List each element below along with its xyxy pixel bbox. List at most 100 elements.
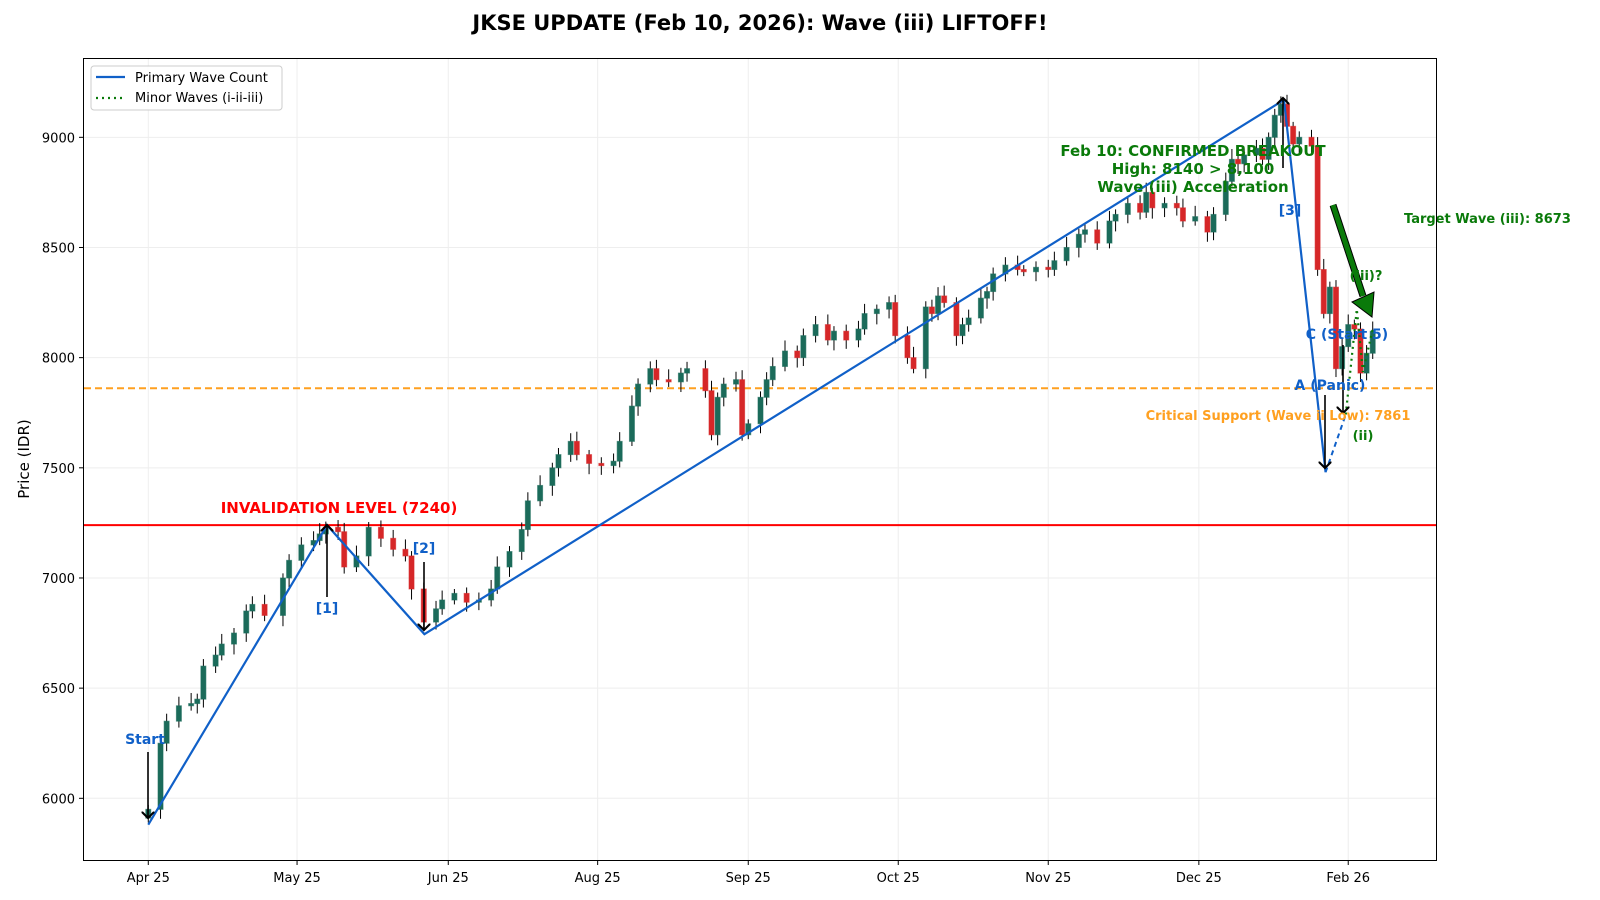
candle-body — [1228, 158, 1235, 182]
candle-body — [812, 324, 819, 337]
candle-body — [763, 379, 770, 398]
candle-body — [1045, 266, 1052, 271]
candle-body — [965, 317, 972, 326]
candle-body — [1081, 229, 1088, 235]
candle-body — [573, 440, 580, 456]
candle-body — [800, 335, 807, 359]
candle-body — [677, 372, 684, 383]
x-tick-label: Sep 25 — [726, 871, 771, 886]
candle-body — [537, 484, 544, 502]
y-tick-label: 8000 — [42, 352, 75, 367]
candle-body — [714, 396, 721, 436]
candle-body — [1357, 328, 1364, 374]
candle-body — [873, 308, 880, 315]
candle-body — [1173, 202, 1180, 209]
candle-body — [843, 330, 850, 341]
candle-body — [408, 555, 415, 590]
candle-body — [1222, 180, 1229, 215]
legend: Primary Wave Count Minor Waves (i-ii-iii… — [90, 65, 283, 111]
support-label: Critical Support (Wave ii Low): 7861 — [1146, 409, 1411, 424]
candle-body — [402, 548, 409, 557]
candle-body — [1320, 269, 1327, 315]
x-tick-label: May 25 — [273, 871, 321, 886]
candle-body — [769, 365, 776, 381]
candle-body — [249, 603, 256, 612]
candle-body — [904, 335, 911, 359]
candle-body — [365, 526, 372, 557]
x-tick-label: Aug 25 — [575, 871, 621, 886]
candle-body — [665, 379, 672, 383]
candle-body — [977, 297, 984, 319]
candle-body — [1235, 158, 1242, 165]
candle-body — [647, 368, 654, 385]
candle-body — [922, 306, 929, 370]
candle-body — [1149, 191, 1156, 209]
candle-body — [1345, 324, 1352, 348]
candle-body — [1271, 114, 1278, 138]
candle-body — [335, 526, 342, 533]
candle-body — [959, 324, 966, 337]
y-tick-label: 7500 — [42, 462, 75, 477]
candle-body — [341, 531, 348, 568]
candle-body — [1308, 136, 1315, 147]
candle-body — [1192, 216, 1199, 222]
candle-body — [261, 603, 268, 616]
candle-body — [941, 295, 948, 304]
plot-frame — [83, 58, 1437, 861]
candle-body — [1112, 213, 1119, 222]
candle-body — [1253, 147, 1260, 156]
x-tick-label: Apr 25 — [127, 871, 170, 886]
candle-body — [935, 295, 942, 315]
candle-body — [1106, 220, 1113, 244]
y-tick-label: 9000 — [42, 131, 75, 146]
candle-body — [739, 379, 746, 436]
candle-body — [549, 467, 556, 486]
y-tick-label: 6500 — [42, 682, 75, 697]
x-tick-label: Oct 25 — [877, 871, 920, 886]
legend-minor-label: Minor Waves (i-ii-iii) — [135, 91, 263, 106]
annotation-arrows — [148, 98, 1375, 818]
candle-body — [1204, 216, 1211, 233]
wave-iii-label: (iii)? — [1350, 269, 1383, 284]
candle-body — [708, 390, 715, 436]
candle-body — [830, 330, 837, 341]
candle-body — [1241, 154, 1248, 165]
candle-body — [1063, 246, 1070, 262]
candle-body — [720, 383, 727, 398]
candle-body — [586, 454, 593, 464]
candle-body — [200, 665, 207, 700]
wave1-label: [1] — [316, 601, 339, 617]
wave2-label: [2] — [413, 541, 436, 557]
y-tick-label: 7000 — [42, 572, 75, 587]
candle-body — [451, 592, 458, 601]
candle-body — [628, 405, 635, 442]
candle-body — [598, 462, 605, 467]
candle-body — [1290, 125, 1297, 145]
candle-body — [1265, 136, 1272, 160]
candle-body — [1326, 286, 1333, 315]
candle-body — [218, 643, 225, 656]
y-tick-label: 8500 — [42, 241, 75, 256]
candle-body — [610, 460, 617, 467]
candle-body — [1332, 286, 1339, 370]
candle-body — [230, 632, 237, 645]
candle-body — [286, 559, 293, 579]
wave-lines — [147, 98, 1374, 826]
candle-body — [733, 379, 740, 385]
candle-body — [635, 383, 642, 407]
candle-body — [1075, 233, 1082, 248]
candle-body — [616, 440, 623, 462]
candle-body — [506, 551, 513, 568]
wave3-label: [3] — [1279, 203, 1302, 219]
candle-body — [194, 698, 201, 705]
candle-body — [390, 537, 397, 550]
candle-body — [1363, 352, 1370, 374]
candle-body — [1124, 202, 1131, 215]
candle-body — [861, 313, 868, 330]
candle-body — [855, 328, 862, 341]
candle-body — [1094, 229, 1101, 244]
candle-body — [463, 592, 470, 603]
c-label: C (Start 5) — [1306, 327, 1388, 343]
candle-body — [298, 544, 305, 561]
